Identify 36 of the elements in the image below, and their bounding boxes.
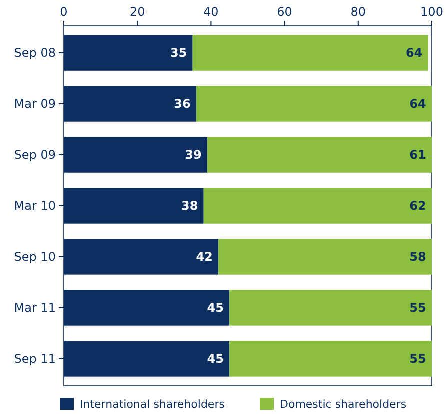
x-tick-label: 60 xyxy=(277,5,292,19)
y-tick-label: Sep 10 xyxy=(14,250,56,264)
legend-label: International shareholders xyxy=(80,398,226,411)
y-tick-label: Sep 09 xyxy=(14,148,56,162)
x-tick-label: 80 xyxy=(350,5,366,19)
data-label: 55 xyxy=(410,352,426,366)
y-tick-label: Mar 10 xyxy=(14,199,56,214)
data-label: 64 xyxy=(406,46,423,60)
x-tick-label: 100 xyxy=(420,5,444,19)
y-tick-label: Mar 09 xyxy=(14,97,56,112)
data-label: 61 xyxy=(410,148,426,162)
x-tick-label: 40 xyxy=(204,5,219,19)
data-label: 45 xyxy=(207,301,224,316)
y-tick-label: Mar 11 xyxy=(14,301,56,316)
bar xyxy=(218,239,432,275)
data-label: 45 xyxy=(207,352,224,366)
data-label: 58 xyxy=(410,250,426,264)
y-tick-label: Sep 11 xyxy=(14,352,56,366)
data-label: 36 xyxy=(174,97,191,112)
bar xyxy=(230,341,432,377)
data-label: 42 xyxy=(196,250,213,264)
data-label: 39 xyxy=(185,148,202,162)
bar xyxy=(208,137,432,173)
data-label: 62 xyxy=(410,199,426,214)
x-tick-label: 0 xyxy=(60,5,68,19)
legend-label: Domestic shareholders xyxy=(280,398,407,411)
bar xyxy=(196,86,432,122)
bar xyxy=(230,290,432,326)
bar xyxy=(204,188,432,224)
data-label: 55 xyxy=(410,301,426,316)
bar xyxy=(192,35,428,71)
x-tick-label: 20 xyxy=(130,5,146,19)
data-label: 35 xyxy=(170,46,188,60)
data-label: 64 xyxy=(410,97,426,112)
data-label: 38 xyxy=(181,199,198,214)
y-tick-label: Sep 08 xyxy=(14,46,56,60)
